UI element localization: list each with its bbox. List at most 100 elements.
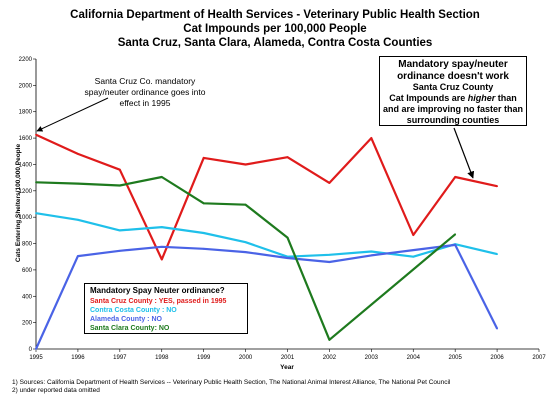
x-tick-label: 2006 <box>490 355 504 361</box>
x-tick-label: 2000 <box>239 355 253 361</box>
data-point-contra_costa <box>370 250 373 253</box>
data-point-santa_clara <box>160 176 163 178</box>
callout-line: Santa Cruz County <box>412 82 494 92</box>
legend-item-contra-costa: Contra Costa County : NO <box>90 307 177 314</box>
y-tick-label: 2000 <box>19 83 33 89</box>
data-point-alameda <box>328 261 331 263</box>
callout-line: ordinance doesn't work <box>397 70 509 82</box>
series-line-santa_cruz <box>35 133 498 261</box>
legend-title: Mandatory Spay Neuter ordinance? <box>90 286 225 295</box>
data-point-contra_costa <box>160 226 163 228</box>
x-tick-label: 1998 <box>155 355 169 361</box>
callout-line: surrounding counties <box>406 115 500 125</box>
chart-title: California Department of Health Services… <box>70 9 480 21</box>
data-point-contra_costa <box>77 218 79 221</box>
data-point-santa_cruz <box>286 156 289 159</box>
x-axis-label: Year <box>280 364 294 371</box>
callout-line: and are improving no faster than <box>382 104 524 114</box>
data-point-santa_cruz <box>77 153 79 155</box>
data-point-santa_clara <box>118 184 121 187</box>
footnotes: 1) Sources: California Department of Hea… <box>12 379 450 395</box>
data-point-contra_costa <box>412 255 415 258</box>
data-point-alameda <box>286 257 289 259</box>
data-point-santa_cruz <box>496 185 498 188</box>
y-tick-label: 1800 <box>19 110 33 116</box>
ordinance-annotation-line: effect in 1995 <box>119 98 171 108</box>
data-point-santa_clara <box>202 202 205 205</box>
data-point-santa_cruz <box>454 176 457 178</box>
callout-line: Mandatory spay/neuter <box>398 59 508 70</box>
legend-item-santa-clara: Santa Clara County: NO <box>90 325 170 332</box>
data-point-alameda <box>160 245 163 248</box>
series-line-alameda <box>34 243 499 350</box>
chart-subtitle: Cat Impounds per 100,000 People <box>183 23 367 35</box>
data-point-santa_cruz <box>244 163 247 166</box>
y-tick-label: 1200 <box>19 189 33 195</box>
data-point-alameda <box>496 327 498 330</box>
data-point-santa_cruz <box>35 133 37 136</box>
x-tick-label: 1997 <box>113 355 127 361</box>
legend-item-alameda: Alameda County : NO <box>90 316 162 323</box>
data-point-santa_clara <box>286 236 289 239</box>
data-point-santa_cruz <box>370 137 373 139</box>
data-point-santa_cruz <box>160 258 163 261</box>
x-tick-label: 2007 <box>532 355 546 361</box>
data-point-santa_cruz <box>328 182 331 184</box>
data-point-alameda <box>77 255 79 257</box>
x-tick-label: 2005 <box>448 355 462 361</box>
y-tick-label: 1600 <box>19 136 33 142</box>
y-tick-label: 800 <box>22 242 33 248</box>
y-axis-label: Cats Entering Shelters/100,000 People <box>15 144 22 263</box>
data-point-alameda <box>244 251 247 254</box>
data-point-santa_cruz <box>412 234 415 236</box>
ordinance-arrow <box>36 97 109 132</box>
data-point-santa_clara <box>454 233 457 236</box>
x-tick-label: 1996 <box>71 355 85 361</box>
callout-box: Mandatory spay/neuter ordinance doesn't … <box>379 56 527 126</box>
x-tick-label: 2003 <box>365 355 379 361</box>
callout-arrow <box>453 127 475 179</box>
ordinance-annotation: Santa Cruz Co. mandatory spay/neuter ord… <box>80 76 210 109</box>
callout-line: Cat Impounds are higher than <box>380 93 526 104</box>
data-point-alameda <box>412 249 415 252</box>
data-point-alameda <box>118 249 121 252</box>
data-point-contra_costa <box>35 212 37 215</box>
data-point-contra_costa <box>118 229 121 232</box>
data-point-alameda <box>370 254 373 257</box>
footnote: 1) Sources: California Department of Hea… <box>12 379 451 386</box>
ordinance-annotation-line: Santa Cruz Co. mandatory <box>94 76 196 86</box>
data-point-contra_costa <box>328 253 331 256</box>
y-tick-label: 1400 <box>19 162 33 168</box>
data-point-alameda <box>202 247 205 250</box>
data-point-santa_clara <box>35 181 37 184</box>
y-tick-label: 2200 <box>19 57 33 63</box>
callout-emphasis: higher <box>467 93 496 103</box>
data-point-contra_costa <box>496 253 498 255</box>
y-tick-label: 0 <box>29 347 33 353</box>
data-point-santa_cruz <box>202 156 205 159</box>
x-tick-label: 1999 <box>197 355 211 361</box>
data-point-santa_clara <box>244 203 247 206</box>
x-tick-label: 1995 <box>29 355 43 361</box>
data-point-contra_costa <box>244 241 247 244</box>
x-tick-label: 2002 <box>323 355 337 361</box>
x-tick-label: 2004 <box>407 355 421 361</box>
footnote: 2) under reported data omitted <box>12 387 100 394</box>
legend: Mandatory Spay Neuter ordinance? Santa C… <box>84 283 248 334</box>
chart-subtitle-counties: Santa Cruz, Santa Clara, Alameda, Contra… <box>117 37 433 49</box>
y-tick-label: 1000 <box>19 215 33 221</box>
y-tick-label: 400 <box>22 294 33 300</box>
data-point-alameda <box>35 348 37 350</box>
data-point-contra_costa <box>202 232 205 234</box>
callout-text: Cat Impounds are <box>389 93 468 103</box>
data-point-santa_clara <box>77 182 79 185</box>
y-tick-label: 600 <box>22 268 33 274</box>
ordinance-annotation-line: spay/neuter ordinance goes into <box>84 87 206 97</box>
data-point-santa_cruz <box>118 168 121 171</box>
legend-item-santa-cruz: Santa Cruz County : YES, passed in 1995 <box>90 298 227 305</box>
data-point-alameda <box>454 243 457 246</box>
callout-text: than <box>495 93 517 103</box>
y-tick-label: 200 <box>22 321 33 327</box>
x-tick-label: 2001 <box>281 355 295 361</box>
